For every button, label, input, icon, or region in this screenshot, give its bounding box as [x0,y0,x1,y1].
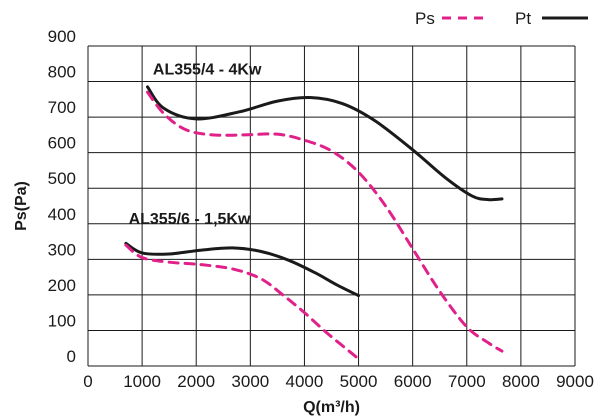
x-tick-label: 1000 [123,372,161,391]
y-tick-label: 600 [48,134,76,153]
curve-label: AL355/4 - 4Kw [153,61,262,78]
series-line-pt-al355-6-1-5kw [124,241,361,298]
series-line-ps-al355-6-1-5kw [124,243,361,361]
curve-label: AL355/6 - 1,5Kw [129,211,251,228]
y-tick-label: 500 [48,169,76,188]
x-tick-label: 0 [83,372,92,391]
legend-label: Ps [415,9,435,28]
x-tick-label: 7000 [448,372,486,391]
y-tick-label: 700 [48,98,76,117]
y-tick-labels: 0 100 200 300 400 500 600 700 800 900 [48,27,76,366]
annotation-labels: AL355/4 - 4Kw AL355/6 - 1,5Kw [129,61,262,227]
x-tick-label: 5000 [340,372,378,391]
x-tick-label: 6000 [394,372,432,391]
series-layer [124,85,504,361]
y-tick-label: 900 [48,27,76,46]
y-axis-label: Ps(Pa) [13,181,30,231]
x-tick-label: 9000 [556,372,594,391]
y-tick-label: 400 [48,205,76,224]
x-axis-label: Q(m³/h) [303,399,360,416]
series-line-pt-al355-4-4kw [146,85,504,202]
grid [87,45,576,367]
y-tick-label: 0 [67,347,76,366]
legend: Ps Pt [415,9,588,28]
y-tick-label: 200 [48,276,76,295]
x-tick-label: 4000 [286,372,324,391]
legend-label: Pt [515,9,531,28]
x-tick-label: 3000 [231,372,269,391]
y-tick-label: 800 [48,63,76,82]
x-tick-labels: 0 1000 2000 3000 4000 5000 6000 7000 8000 9000 [83,372,594,391]
series-line-ps-al355-4-4kw [146,90,504,353]
x-tick-label: 8000 [502,372,540,391]
y-tick-label: 100 [48,311,76,330]
x-tick-label: 2000 [177,372,215,391]
y-tick-label: 300 [48,240,76,259]
